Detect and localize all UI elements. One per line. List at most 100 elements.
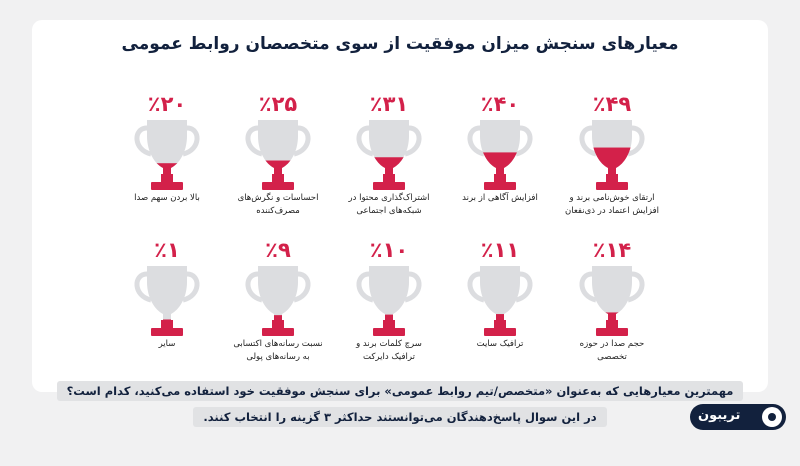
trophy-item: ٪۴۰ افزایش آگاهی از برند: [425, 92, 575, 262]
percent-label: ٪۴۹: [592, 92, 632, 116]
trophy-fill: [147, 163, 187, 174]
metric-label-line: افزایش آگاهی از برند: [462, 193, 538, 203]
trophy-fill: [592, 147, 632, 174]
trophy-handle-right: [293, 271, 311, 303]
metric-label-line: مصرف‌کننده: [256, 206, 300, 216]
trophy-fill: [369, 157, 409, 174]
trophy-base: [373, 328, 405, 336]
trophy-base: [262, 182, 294, 190]
metric-label: نسبت رسانه‌های اکتسابی به رسانه‌های پولی: [211, 338, 345, 364]
trophy-stem: [161, 174, 173, 182]
metric-label-line: اشتراک‌گذاری محتوا در: [348, 193, 430, 203]
trophy-cup: [480, 266, 520, 320]
trophy-icon: [245, 120, 311, 190]
trophy-stem: [272, 320, 284, 328]
metric-label: بالا بردن سهم صدا: [100, 192, 234, 205]
trophy-icon: [134, 266, 200, 336]
trophy-item: ٪۱۱ ترافیک سایت: [425, 238, 575, 408]
metric-label-line: بالا بردن سهم صدا: [134, 193, 200, 203]
trophy-base: [151, 182, 183, 190]
trophy-base: [151, 328, 183, 336]
metric-label: ترافیک سایت: [433, 338, 567, 351]
trophy-icon: [579, 266, 645, 336]
trophy-item: ٪۲۰ بالا بردن سهم صدا: [92, 92, 242, 262]
trophy-stem: [161, 320, 173, 328]
trophy-item: ٪۳۱ اشتراک‌گذاری محتوا در شبکه‌های اجتماعی: [314, 92, 464, 262]
trophy-handle-right: [293, 125, 311, 157]
metric-label-line: سرچ کلمات برند و: [356, 339, 422, 349]
trophy-icon: [356, 266, 422, 336]
trophy-handle-left: [579, 125, 597, 157]
percent-label: ٪۱۴: [592, 238, 632, 262]
trophy-cup: [369, 266, 409, 320]
metric-label: سایر: [100, 338, 234, 351]
trophy-icon: [134, 120, 200, 190]
metric-label: ارتقای خوش‌نامی برند و افزایش اعتماد در ذ…: [545, 192, 679, 218]
metric-label-line: ترافیک سایت: [476, 339, 524, 349]
trophy-handle-right: [404, 271, 422, 303]
metric-label-line: سایر: [158, 339, 176, 349]
metric-label-line: افزایش اعتماد در ذی‌نفعان: [565, 206, 659, 216]
trophy-handle-left: [579, 271, 597, 303]
question-text: مهمترین معیارهایی که به‌عنوان «متخصص/تیم…: [50, 381, 750, 401]
trophy-handle-right: [627, 125, 645, 157]
trophy-handle-left: [245, 125, 263, 157]
metric-label-line: حجم صدا در حوزه: [579, 339, 645, 349]
trophy-item: ٪۴۹ ارتقای خوش‌نامی برند و افزایش اعتماد د…: [537, 92, 687, 262]
percent-label: ٪۱: [154, 238, 180, 262]
trophy-handle-right: [515, 125, 533, 157]
trophy-cup: [147, 266, 187, 320]
trophy-stem: [383, 174, 395, 182]
trophy-handle-left: [356, 271, 374, 303]
trophy-stem: [383, 320, 395, 328]
trophy-handle-right: [515, 271, 533, 303]
trophy-stem: [494, 174, 506, 182]
trophy-fill: [480, 314, 520, 320]
metric-label: سرچ کلمات برند و ترافیک دایرکت: [322, 338, 456, 364]
trophy-fill: [592, 312, 632, 320]
metric-label-line: ارتقای خوش‌نامی برند و: [569, 193, 655, 203]
metric-label-line: به رسانه‌های پولی: [246, 352, 310, 362]
trophy-handle-right: [182, 271, 200, 303]
trophy-icon: [245, 266, 311, 336]
trophy-base: [262, 328, 294, 336]
trophy-icon: [579, 120, 645, 190]
trophy-base: [373, 182, 405, 190]
percent-label: ٪۳۱: [369, 92, 409, 116]
metric-label: افزایش آگاهی از برند: [433, 192, 567, 205]
brand-name: تریبون: [698, 408, 741, 423]
trophy-base: [596, 182, 628, 190]
trophy-fill: [258, 160, 298, 174]
metric-label-line: ترافیک دایرکت: [363, 352, 415, 362]
trophy-stem: [272, 174, 284, 182]
trophy-item: ٪۱۰ سرچ کلمات برند و ترافیک دایرکت: [314, 238, 464, 408]
trophy-icon: [467, 266, 533, 336]
trophy-item: ٪۹ نسبت رسانه‌های اکتسابی به رسانه‌های پول…: [203, 238, 353, 408]
metric-label-line: احساسات و نگرش‌های: [237, 193, 319, 203]
trophy-item: ٪۲۵ احساسات و نگرش‌های مصرف‌کننده: [203, 92, 353, 262]
trophy-cup: [592, 266, 632, 320]
metric-label-line: شبکه‌های اجتماعی: [356, 206, 422, 216]
brand-mark-icon: [762, 407, 782, 427]
note-text-box: در این سوال پاسخ‌دهندگان می‌توانستند حدا…: [193, 407, 607, 427]
metric-label: حجم صدا در حوزه تخصصی: [545, 338, 679, 364]
chart-title: معیارهای سنجش میزان موفقیت از سوی متخصصا…: [121, 34, 679, 54]
trophy-handle-left: [467, 125, 485, 157]
trophy-fill: [480, 152, 520, 174]
trophy-fill: [147, 319, 187, 320]
trophy-handle-right: [182, 125, 200, 157]
question-text-box: مهمترین معیارهایی که به‌عنوان «متخصص/تیم…: [56, 381, 744, 401]
trophy-handle-left: [467, 271, 485, 303]
percent-label: ٪۱۱: [480, 238, 520, 262]
trophy-item: ٪۱ سایر: [92, 238, 242, 408]
trophy-handle-left: [134, 271, 152, 303]
percent-label: ٪۱۰: [369, 238, 409, 262]
metric-label: اشتراک‌گذاری محتوا در شبکه‌های اجتماعی: [322, 192, 456, 218]
trophy-handle-left: [245, 271, 263, 303]
brand-logo: تریبون: [690, 404, 786, 430]
trophy-handle-right: [627, 271, 645, 303]
trophy-stem: [606, 174, 618, 182]
trophy-handle-left: [356, 125, 374, 157]
trophy-base: [484, 328, 516, 336]
trophy-icon: [467, 120, 533, 190]
